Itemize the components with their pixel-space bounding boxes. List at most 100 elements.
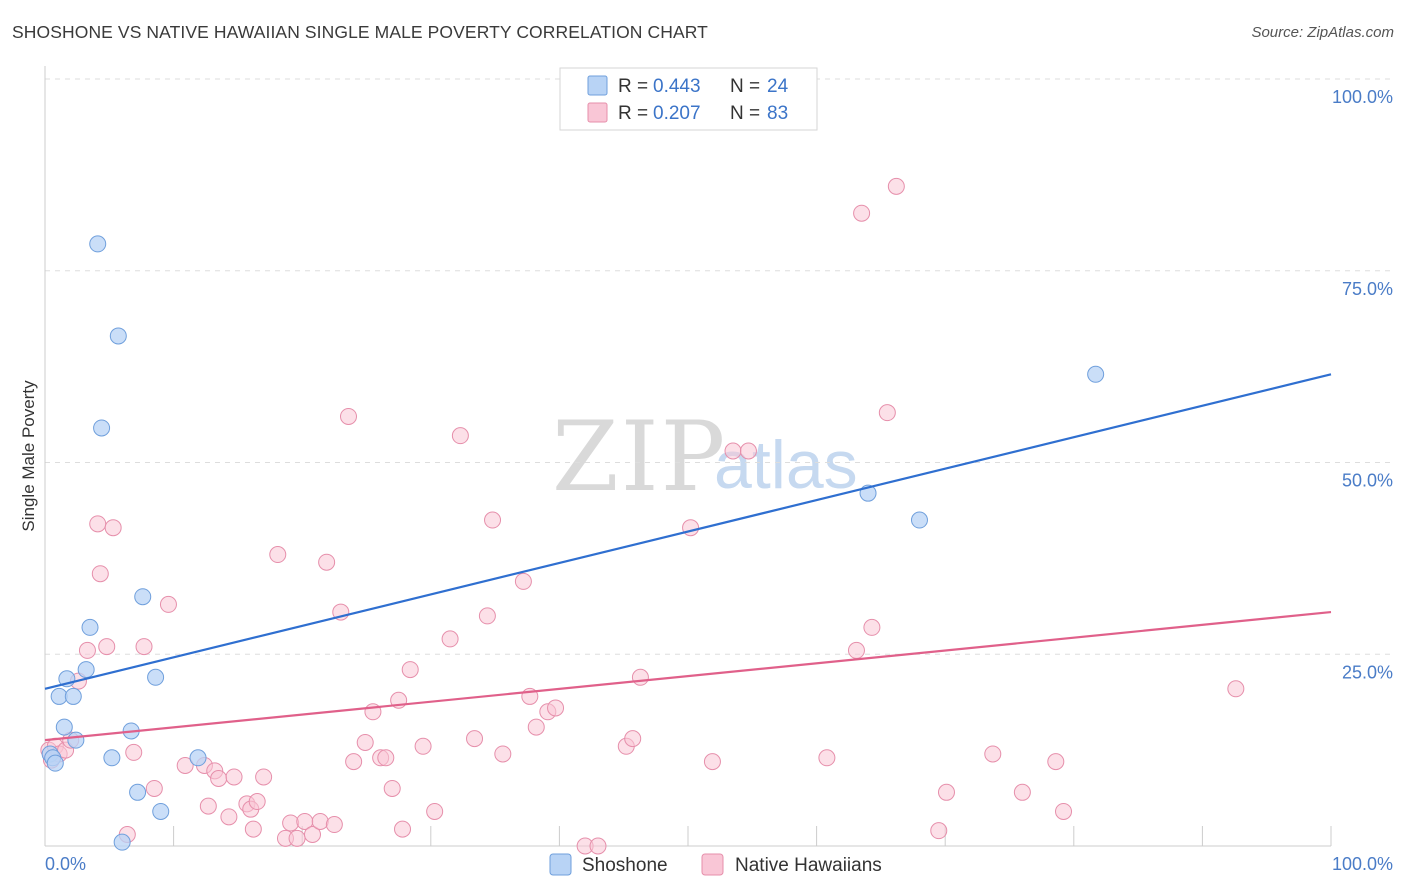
shoshone-point-13	[109, 327, 127, 345]
x-tick-label-max: 100.0%	[1332, 854, 1393, 874]
shoshone-point-17	[134, 588, 152, 606]
shoshone-point-9	[81, 618, 99, 636]
shoshone-point-19	[152, 802, 170, 820]
native-hawaiians-point-22	[220, 808, 238, 826]
native-hawaiians-point-69	[724, 442, 742, 460]
shoshone-point-12	[103, 749, 121, 767]
native-hawaiians-point-65	[624, 730, 642, 748]
native-hawaiians-point-53	[466, 730, 484, 748]
native-hawaiians-point-81	[1047, 753, 1065, 771]
native-hawaiians-point-36	[318, 553, 336, 571]
y-tick-label-50: 50.0%	[1342, 471, 1393, 491]
native-hawaiians-point-39	[339, 407, 357, 425]
native-hawaiians-point-31	[282, 814, 300, 832]
source-credit: Source: ZipAtlas.com	[1251, 24, 1394, 41]
native-hawaiians-point-15	[145, 779, 163, 797]
native-hawaiians-point-18	[199, 797, 217, 815]
native-hawaiians-point-45	[383, 779, 401, 797]
native-hawaiians-point-41	[356, 733, 374, 751]
native-hawaiians-point-28	[244, 820, 262, 838]
native-hawaiians-point-13	[125, 743, 143, 761]
native-hawaiians-point-27	[255, 768, 273, 786]
legend-swatch-shoshone	[587, 75, 608, 96]
native-hawaiians-point-8	[89, 515, 107, 533]
shoshone-point-3	[50, 687, 68, 705]
native-hawaiians-point-77	[930, 822, 948, 840]
native-hawaiians-point-44	[377, 749, 395, 767]
watermark-atlas: atlas	[714, 427, 858, 503]
native-hawaiians-point-21	[210, 770, 228, 788]
shoshone-point-2	[46, 754, 64, 772]
legend-n-value-1: 24	[767, 76, 789, 97]
native-hawaiians-point-61	[547, 699, 565, 717]
native-hawaiians-point-51	[441, 630, 459, 648]
native-hawaiians-point-32	[288, 829, 306, 847]
native-hawaiians-point-71	[818, 749, 836, 767]
native-hawaiians-point-57	[514, 572, 532, 590]
native-hawaiians-points	[40, 177, 1245, 855]
shoshone-point-16	[129, 783, 147, 801]
shoshone-point-23	[1087, 365, 1105, 383]
native-hawaiians-point-56	[494, 745, 512, 763]
native-hawaiians-point-54	[478, 607, 496, 625]
shoshone-point-18	[147, 668, 165, 686]
native-hawaiians-point-26	[248, 793, 266, 811]
native-hawaiians-point-10	[98, 638, 116, 656]
shoshone-point-14	[113, 833, 131, 851]
legend-n-value-2: 83	[767, 103, 788, 124]
native-hawaiians-point-78	[937, 783, 955, 801]
native-hawaiians-point-16	[159, 595, 177, 613]
x-tick-label-min: 0.0%	[45, 854, 86, 874]
series-legend: Shoshone Native Hawaiians	[549, 853, 882, 876]
native-hawaiians-point-52	[451, 427, 469, 445]
native-hawaiians-point-47	[394, 820, 412, 838]
native-hawaiians-point-34	[303, 825, 321, 843]
native-hawaiians-point-17	[176, 756, 194, 774]
legend-r-label-2: R =	[618, 103, 648, 124]
shoshone-point-7	[67, 731, 85, 749]
native-hawaiians-point-59	[527, 718, 545, 736]
shoshone-point-10	[89, 235, 107, 253]
watermark-zip: ZIP	[552, 401, 727, 513]
native-hawaiians-point-83	[1227, 680, 1245, 698]
correlation-legend: R = 0.443 N = 24 R = 0.207 N = 83	[559, 67, 818, 131]
native-hawaiians-point-29	[269, 546, 287, 564]
native-hawaiians-point-72	[847, 641, 865, 659]
watermark: ZIP atlas	[552, 401, 858, 513]
native-hawaiians-point-37	[325, 816, 343, 834]
legend-n-label-1: N =	[730, 76, 760, 97]
bottom-legend-swatch-shoshone	[549, 853, 572, 876]
trend-lines	[44, 373, 1332, 742]
shoshone-points	[41, 235, 1105, 851]
legend-r-label-1: R =	[618, 76, 648, 97]
native-hawaiians-point-70	[739, 442, 757, 460]
native-hawaiians-point-63	[589, 837, 607, 855]
native-hawaiians-point-75	[878, 404, 896, 422]
native-hawaiians-point-14	[135, 638, 153, 656]
legend-swatch-native-hawaiians	[587, 102, 608, 123]
native-hawaiians-point-11	[104, 519, 122, 537]
native-hawaiians-point-48	[401, 661, 419, 679]
native-hawaiians-point-40	[345, 753, 363, 771]
native-hawaiians-point-49	[414, 737, 432, 755]
shoshone-point-4	[55, 718, 73, 736]
shoshone-point-22	[910, 511, 928, 529]
native-hawaiians-point-80	[1013, 783, 1031, 801]
shoshone-point-20	[189, 749, 207, 767]
native-hawaiians-point-68	[703, 753, 721, 771]
native-hawaiians-point-66	[631, 668, 649, 686]
native-hawaiians-point-50	[426, 802, 444, 820]
native-hawaiians-point-9	[91, 565, 109, 583]
y-axis-tick-labels: 25.0% 50.0% 75.0% 100.0%	[1332, 87, 1393, 682]
native-hawaiians-trend-line	[44, 610, 1332, 742]
legend-n-label-2: N =	[730, 103, 760, 124]
legend-r-value-2: 0.207	[653, 103, 701, 124]
y-axis-label: Single Male Poverty	[19, 380, 38, 532]
x-axis-ticks	[173, 826, 1332, 846]
legend-r-value-1: 0.443	[653, 76, 701, 97]
native-hawaiians-point-55	[484, 511, 502, 529]
shoshone-point-6	[64, 687, 82, 705]
gridlines	[45, 78, 1392, 655]
y-tick-label-75: 75.0%	[1342, 279, 1393, 299]
